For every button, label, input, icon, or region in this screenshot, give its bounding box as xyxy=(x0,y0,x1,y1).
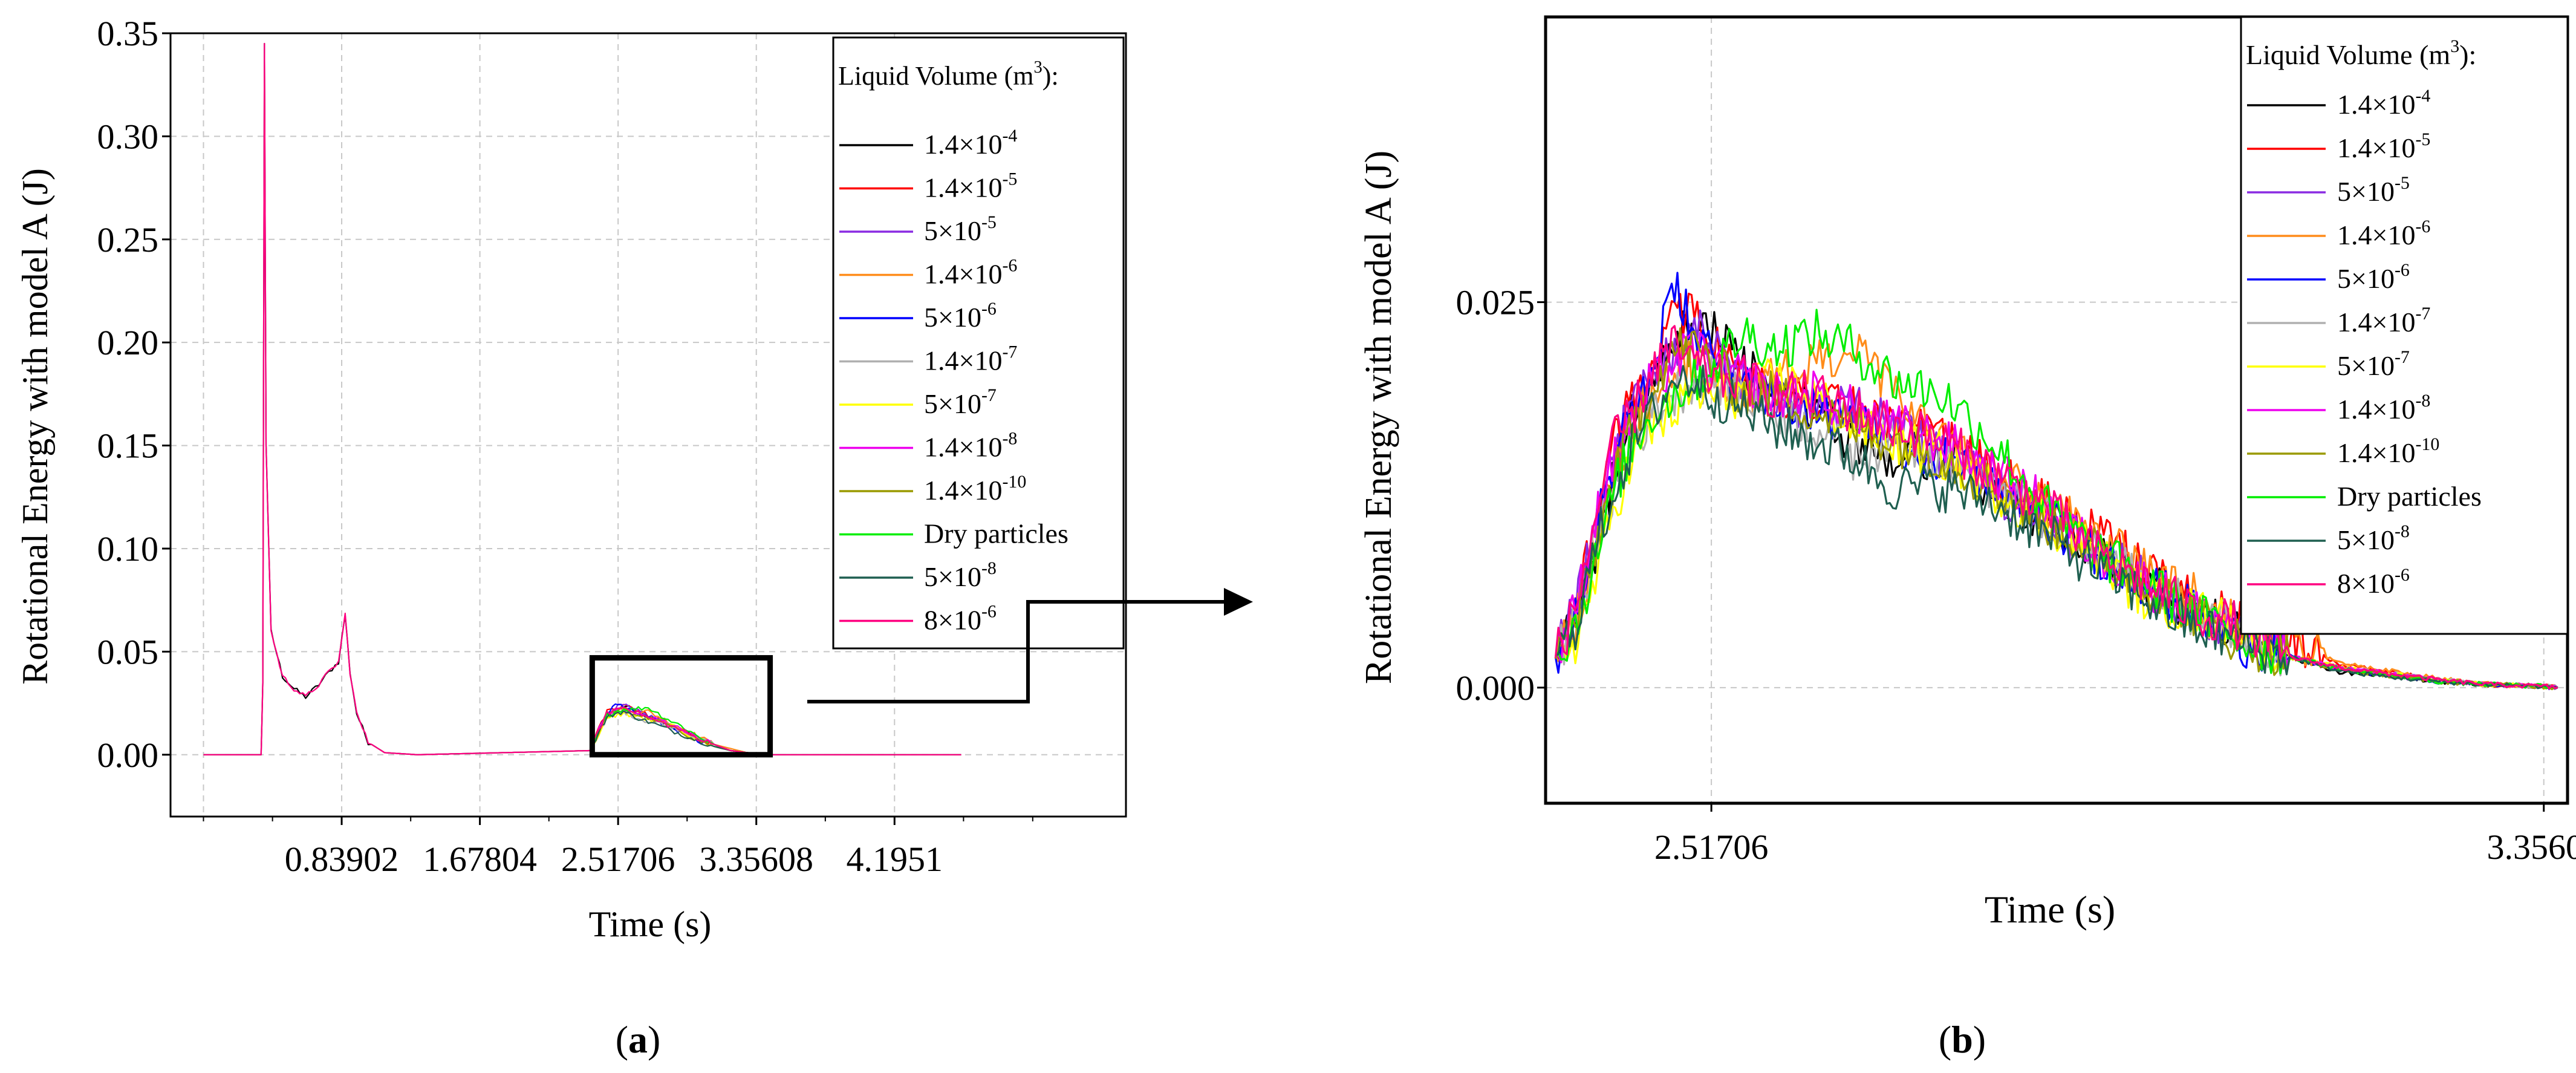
legend-entry: 1.4×10-7 xyxy=(924,342,1017,376)
x-tick-label: 3.35608 xyxy=(2487,827,2576,867)
panel-b: 2.51706 3.35608 0.000 0.025 Time (s) Rotati… xyxy=(1358,15,2576,1061)
legend-entry: 5×10-5 xyxy=(924,212,997,246)
legend-entry: 1.4×10-10 xyxy=(2337,434,2439,468)
y-tick-label: 0.10 xyxy=(97,529,159,569)
panel-b-x-axis-label: Time (s) xyxy=(1985,888,2115,931)
legend-title: Liquid Volume (m3): xyxy=(2246,36,2476,70)
legend-entry: 5×10-5 xyxy=(2337,173,2410,207)
legend-box xyxy=(832,36,1125,650)
y-tick-label: 0.15 xyxy=(97,426,159,466)
y-tick-label: 0.05 xyxy=(97,632,159,671)
zoom-connector-arrow xyxy=(807,600,1240,703)
legend-entry: 1.4×10-6 xyxy=(924,256,1017,290)
zoom-arrowhead xyxy=(1224,588,1253,616)
legend-entry: 1.4×10-8 xyxy=(2337,391,2430,425)
panel-a-x-axis-label: Time (s) xyxy=(589,904,712,944)
y-tick-label: 0.025 xyxy=(1456,283,1535,322)
y-tick-label: 0.30 xyxy=(97,117,159,156)
legend-entry: 5×10-8 xyxy=(2337,521,2410,555)
y-tick-label: 0.00 xyxy=(97,735,159,775)
x-tick-label: 4.1951 xyxy=(847,840,943,879)
x-tick-label: 3.35608 xyxy=(699,840,813,879)
panel-a-label: (a) xyxy=(616,1018,661,1061)
panel-b-y-axis-label: Rotational Energy with model A (J) xyxy=(1358,151,1399,684)
series-line-12 xyxy=(203,42,961,755)
y-tick-label: 0.20 xyxy=(97,323,159,362)
y-tick-label: 0.000 xyxy=(1456,668,1535,708)
x-tick-label: 1.67804 xyxy=(423,840,537,879)
legend-entry: Dry particles xyxy=(2337,481,2482,512)
legend-entry: 1.4×10-6 xyxy=(2337,217,2430,250)
panel-b-legend: Liquid Volume (m3): 1.4×10-4 1.4×10-5 5×10-… xyxy=(2240,16,2569,635)
y-tick-label: 0.25 xyxy=(97,220,159,259)
legend-entry: 8×10-6 xyxy=(2337,565,2410,599)
legend-entry: 1.4×10-4 xyxy=(2337,86,2430,120)
legend-entry: 5×10-7 xyxy=(924,385,997,419)
legend-title: Liquid Volume (m3): xyxy=(838,58,1059,91)
panel-b-series xyxy=(1554,272,2558,691)
legend-entry: 5×10-6 xyxy=(924,299,997,333)
legend-entry: 5×10-6 xyxy=(2337,260,2410,294)
panel-b-ticks: 2.51706 3.35608 0.000 0.025 xyxy=(1456,283,2576,867)
panel-b-label: (b) xyxy=(1939,1018,1986,1061)
x-tick-label: 2.51706 xyxy=(561,840,675,879)
legend-entry: 5×10-8 xyxy=(924,558,997,592)
panel-a: 0.83902 1.67804 2.51706 3.35608 4.1951 0.00 0.… xyxy=(15,14,1127,1061)
panel-a-zoom-box xyxy=(589,655,773,758)
x-tick-label: 0.83902 xyxy=(285,840,399,879)
legend-entry: 1.4×10-5 xyxy=(2337,129,2430,163)
panel-a-ticks: 0.83902 1.67804 2.51706 3.35608 4.1951 0.00 0.… xyxy=(97,14,1033,879)
y-tick-label: 0.35 xyxy=(97,14,159,53)
panel-a-series xyxy=(203,42,961,755)
legend-entry: 5×10-7 xyxy=(2337,347,2410,381)
panel-a-y-axis-label: Rotational Energy with model A (J) xyxy=(15,168,55,685)
legend-entry: 1.4×10-10 xyxy=(924,472,1026,506)
series-line-12 xyxy=(1554,325,2558,690)
legend-entry: 1.4×10-5 xyxy=(924,169,1017,203)
x-tick-label: 2.51706 xyxy=(1654,827,1769,867)
legend-entry: 1.4×10-7 xyxy=(2337,304,2430,338)
panel-a-legend: Liquid Volume (m3): 1.4×10-4 1.4×10-5 5×10-… xyxy=(832,36,1125,650)
series-line-11 xyxy=(590,710,764,755)
legend-box xyxy=(2240,16,2569,635)
legend-entry: 8×10-6 xyxy=(924,602,997,636)
legend-entry: 1.4×10-4 xyxy=(924,126,1017,160)
legend-entry: Dry particles xyxy=(924,518,1068,549)
panel-a-frame xyxy=(169,32,1127,818)
legend-entry: 1.4×10-8 xyxy=(924,429,1017,463)
